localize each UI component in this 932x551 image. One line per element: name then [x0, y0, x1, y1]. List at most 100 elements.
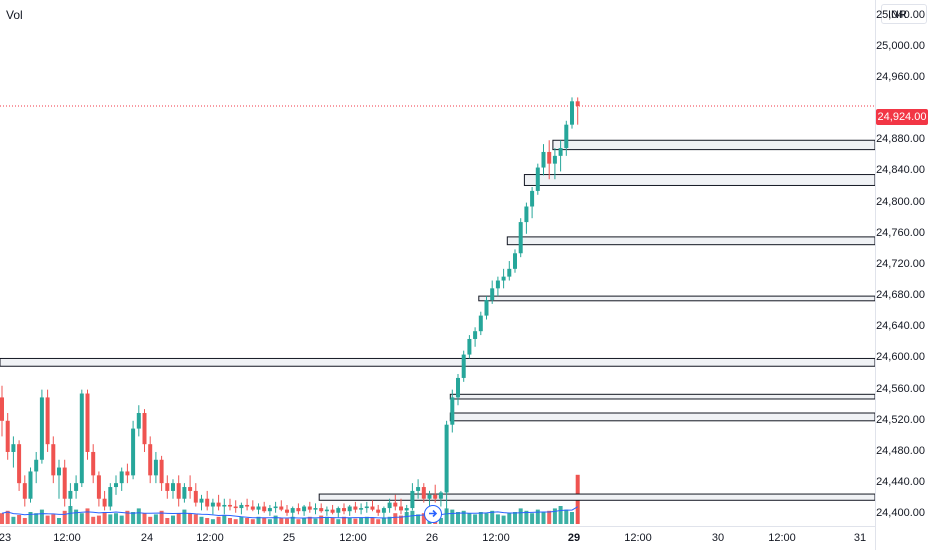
volume-bar	[530, 513, 535, 524]
price-axis[interactable]: INR 25,040.00 25,000.00 24,960.00 24,880.00…	[875, 0, 932, 550]
candle-body	[142, 413, 147, 445]
volume-bar	[450, 509, 455, 524]
volume-bar	[324, 516, 329, 524]
volume-bar	[564, 509, 569, 524]
volume-bar	[330, 518, 335, 524]
volume-bar	[461, 510, 466, 524]
volume-ma-line	[1, 506, 578, 519]
candle-body	[91, 451, 96, 476]
support-resistance-zone	[552, 139, 875, 151]
candle-body	[68, 490, 73, 499]
candle-body	[199, 498, 204, 503]
volume-bar	[28, 512, 33, 524]
volume-bar	[210, 519, 215, 524]
volume-bar	[216, 516, 221, 524]
candle-body	[427, 494, 432, 499]
support-resistance-zone	[449, 393, 875, 400]
price-axis-label: 24,560.00	[876, 382, 925, 395]
volume-bar	[342, 516, 346, 524]
volume-bar	[336, 519, 341, 524]
volume-indicator-label[interactable]: Vol	[6, 8, 23, 22]
candle-body	[324, 509, 329, 512]
candle-body	[279, 506, 284, 510]
candle-body	[347, 506, 352, 512]
volume-bar	[444, 508, 449, 524]
volume-bar	[74, 509, 79, 524]
candle-body	[239, 504, 244, 509]
volume-bar	[250, 519, 255, 524]
currency-button[interactable]: INR	[881, 4, 927, 24]
candle-body	[74, 483, 79, 491]
volume-bar	[205, 518, 210, 524]
candle-body	[370, 506, 375, 510]
time-axis-label: 23	[0, 532, 12, 544]
time-axis[interactable]: 23 12:00 24 12:00 25 12:00 26 12:00 29 12:00 30 12:…	[0, 526, 875, 551]
candle-body	[404, 508, 409, 511]
time-axis-label: 12:00	[482, 532, 510, 544]
volume-bar	[410, 510, 415, 524]
volume-bar	[222, 515, 227, 524]
volume-bar	[290, 516, 295, 524]
candle-body	[416, 487, 421, 491]
volume-bar	[34, 513, 39, 524]
candle-body	[535, 167, 540, 191]
candle-body	[51, 444, 56, 476]
candle-body	[267, 508, 272, 512]
volume-bar	[421, 513, 426, 524]
volume-bar	[490, 510, 495, 524]
candle-body	[228, 504, 232, 507]
price-axis-label: 24,720.00	[876, 257, 925, 270]
candle-body	[478, 315, 483, 332]
volume-bar	[17, 515, 22, 524]
candle-body	[216, 502, 221, 507]
time-axis-label: 12:00	[768, 532, 796, 544]
candle-body	[484, 300, 489, 316]
candlestick-chart[interactable]	[0, 0, 875, 526]
volume-bar	[91, 516, 96, 524]
candle-body	[17, 444, 22, 484]
volume-bar	[438, 518, 443, 524]
volume-bar	[285, 518, 289, 524]
volume-bar	[399, 515, 403, 524]
volume-bar	[256, 516, 261, 524]
price-axis-label: 24,640.00	[876, 320, 925, 333]
volume-bar	[176, 513, 181, 524]
volume-bar	[239, 516, 244, 524]
price-axis-label: 24,440.00	[876, 476, 925, 489]
support-resistance-zone	[449, 412, 875, 422]
candle-body	[501, 276, 506, 281]
volume-bar	[558, 506, 563, 524]
price-axis-label: 24,960.00	[876, 70, 925, 83]
price-axis-label: 24,520.00	[876, 413, 925, 426]
price-axis-label: 25,000.00	[876, 39, 925, 52]
candle-body	[273, 506, 278, 509]
candle-body	[285, 509, 289, 513]
price-axis-label: 24,680.00	[876, 289, 925, 302]
time-axis-label: 12:00	[339, 532, 367, 544]
candle-body	[22, 483, 27, 499]
candle-body	[39, 397, 44, 460]
time-axis-label: 29	[567, 532, 581, 544]
candle-body	[558, 148, 563, 156]
volume-bar	[102, 512, 107, 524]
candle-body	[79, 393, 84, 484]
candle-body	[96, 475, 101, 499]
volume-bar	[57, 518, 61, 524]
candle-body	[376, 509, 381, 513]
candle-body	[233, 506, 238, 509]
candle-body	[381, 508, 386, 513]
candle-body	[410, 490, 415, 509]
volume-bar	[193, 514, 198, 524]
candle-body	[570, 101, 574, 125]
candle-body	[182, 487, 187, 499]
volume-bar	[495, 514, 500, 524]
candle-body	[193, 490, 198, 503]
candle-body	[433, 494, 438, 499]
candle-body	[256, 506, 261, 510]
candle-body	[34, 459, 39, 472]
volume-bar	[456, 512, 460, 524]
replay-arrow-icon[interactable]	[424, 505, 442, 523]
candle-body	[461, 354, 466, 378]
candle-body	[450, 397, 455, 425]
